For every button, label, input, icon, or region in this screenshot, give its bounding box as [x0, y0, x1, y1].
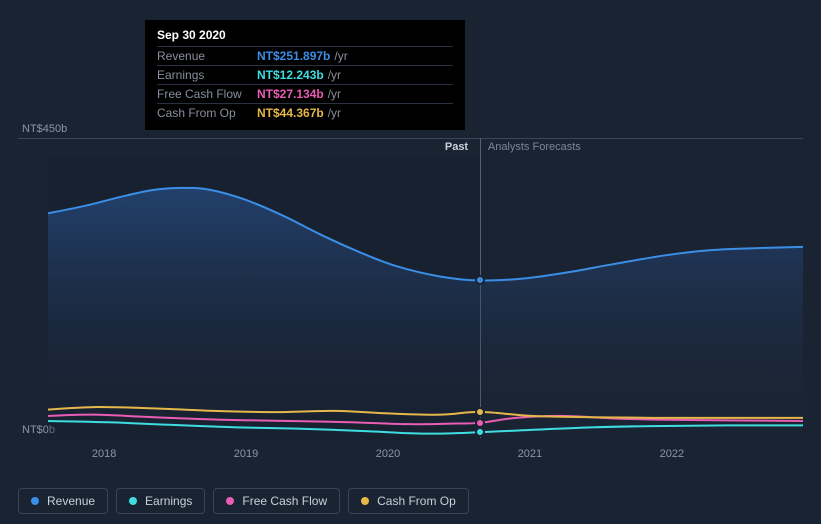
tooltip-row-label: Earnings [157, 68, 257, 82]
chart-top-border [18, 138, 803, 139]
legend-label: Free Cash Flow [242, 494, 327, 508]
legend-dot-icon [129, 497, 137, 505]
tooltip-row-suffix: /yr [328, 106, 341, 120]
legend-label: Revenue [47, 494, 95, 508]
legend-item[interactable]: Free Cash Flow [213, 488, 340, 514]
legend-dot-icon [226, 497, 234, 505]
marker-dot-earnings [475, 427, 485, 437]
tooltip-row-suffix: /yr [328, 87, 341, 101]
tooltip-row-value: NT$44.367b [257, 106, 324, 120]
marker-dot-cfo [475, 407, 485, 417]
x-axis-tick: 2019 [234, 448, 258, 460]
tooltip-row-label: Revenue [157, 49, 257, 63]
chart-tooltip: Sep 30 2020 RevenueNT$251.897b/yrEarning… [145, 20, 465, 130]
past-region-label: Past [445, 141, 468, 153]
tooltip-row-label: Free Cash Flow [157, 87, 257, 101]
marker-dot-revenue [475, 275, 485, 285]
tooltip-row-suffix: /yr [334, 49, 347, 63]
y-axis-max-label: NT$450b [22, 123, 67, 135]
x-axis-tick: 2018 [92, 448, 116, 460]
legend-item[interactable]: Earnings [116, 488, 205, 514]
legend-item[interactable]: Revenue [18, 488, 108, 514]
legend-dot-icon [361, 497, 369, 505]
legend-label: Cash From Op [377, 494, 456, 508]
tooltip-row: Free Cash FlowNT$27.134b/yr [157, 84, 453, 103]
chart-legend: Revenue Earnings Free Cash Flow Cash From O… [18, 488, 469, 514]
legend-dot-icon [31, 497, 39, 505]
tooltip-row-suffix: /yr [328, 68, 341, 82]
tooltip-row: Cash From OpNT$44.367b/yr [157, 103, 453, 122]
x-axis-tick: 2020 [376, 448, 400, 460]
tooltip-row: RevenueNT$251.897b/yr [157, 46, 453, 65]
forecast-region-label: Analysts Forecasts [488, 141, 581, 153]
tooltip-row-value: NT$12.243b [257, 68, 324, 82]
marker-dot-fcf [475, 418, 485, 428]
tooltip-row-label: Cash From Op [157, 106, 257, 120]
chart-plot-area[interactable] [48, 155, 803, 440]
tooltip-date: Sep 30 2020 [157, 28, 453, 42]
tooltip-row-value: NT$251.897b [257, 49, 330, 63]
x-axis-tick: 2022 [660, 448, 684, 460]
x-axis-tick: 2021 [518, 448, 542, 460]
tooltip-row: EarningsNT$12.243b/yr [157, 65, 453, 84]
tooltip-row-value: NT$27.134b [257, 87, 324, 101]
legend-item[interactable]: Cash From Op [348, 488, 469, 514]
legend-label: Earnings [145, 494, 192, 508]
financials-chart: NT$450b NT$0b Past Analysts Forecasts 20… [0, 0, 821, 524]
